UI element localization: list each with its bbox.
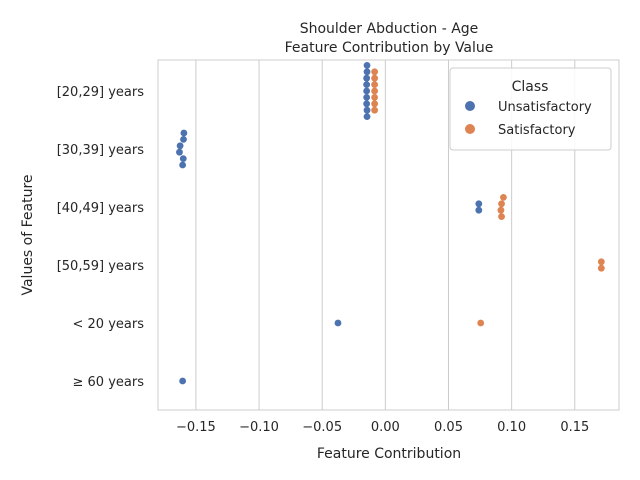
data-point-unsatisfactory	[363, 68, 371, 76]
x-tick-label: 0.10	[497, 420, 526, 435]
data-point-unsatisfactory	[363, 87, 371, 95]
data-point-satisfactory	[371, 106, 379, 114]
data-point-satisfactory	[498, 200, 505, 208]
y-tick-labels: [20,29] years [30,39] years [40,49] years […	[57, 85, 144, 390]
data-point-satisfactory	[371, 81, 379, 88]
data-point-satisfactory	[597, 264, 605, 272]
data-point-satisfactory	[371, 68, 379, 76]
data-point-unsatisfactory	[176, 148, 183, 156]
y-tick-label: [30,39] years	[57, 143, 144, 158]
data-point-unsatisfactory	[363, 94, 371, 101]
x-tick-label: −0.10	[239, 420, 279, 435]
y-tick-label: < 20 years	[73, 317, 145, 332]
x-tick-label: 0.00	[371, 420, 400, 435]
data-point-satisfactory	[371, 100, 379, 108]
x-tick-label: −0.05	[302, 420, 342, 435]
x-tick-labels: −0.15 −0.10 −0.05 0.00 0.05 0.10 0.15	[176, 420, 589, 435]
legend-label-unsatisfactory: Unsatisfactory	[498, 100, 592, 115]
data-point-satisfactory	[371, 94, 379, 101]
x-axis-label: Feature Contribution	[317, 446, 461, 462]
data-point-unsatisfactory	[179, 161, 187, 169]
data-point-satisfactory	[371, 87, 379, 95]
data-point-unsatisfactory	[179, 155, 187, 163]
legend-marker-unsatisfactory	[465, 101, 475, 111]
data-point-unsatisfactory	[180, 136, 187, 143]
data-point-unsatisfactory	[363, 100, 371, 108]
data-point-satisfactory	[497, 206, 505, 214]
data-points	[176, 62, 605, 385]
y-tick-label: ≥ 60 years	[73, 375, 145, 390]
data-point-unsatisfactory	[475, 206, 483, 214]
data-point-unsatisfactory	[363, 113, 371, 120]
y-axis-label: Values of Feature	[20, 174, 36, 295]
plot-frame	[157, 59, 620, 411]
data-point-satisfactory	[597, 258, 605, 266]
data-point-satisfactory	[477, 319, 485, 327]
x-tick-label: 0.15	[560, 420, 589, 435]
legend-title: Class	[512, 79, 549, 95]
y-tick-label: [20,29] years	[57, 85, 144, 100]
data-point-unsatisfactory	[363, 62, 371, 69]
x-tick-label: 0.05	[434, 420, 463, 435]
legend-marker-satisfactory	[465, 124, 475, 134]
data-point-satisfactory	[500, 194, 507, 201]
data-point-satisfactory	[371, 74, 379, 82]
y-tick-label: [40,49] years	[57, 201, 144, 216]
data-point-unsatisfactory	[363, 74, 371, 82]
data-point-unsatisfactory	[180, 129, 188, 137]
chart-title: Shoulder Abduction - Age	[300, 21, 479, 37]
data-point-satisfactory	[498, 213, 505, 221]
legend: Class Unsatisfactory Satisfactory	[449, 67, 612, 151]
chart-subtitle: Feature Contribution by Value	[285, 40, 494, 56]
x-tick-label: −0.15	[176, 420, 216, 435]
data-point-unsatisfactory	[176, 142, 184, 150]
data-point-unsatisfactory	[179, 377, 187, 385]
data-point-unsatisfactory	[363, 81, 371, 88]
legend-label-satisfactory: Satisfactory	[498, 123, 576, 138]
y-tick-label: [50,59] years	[57, 259, 144, 274]
legend-box	[449, 67, 612, 151]
data-point-unsatisfactory	[334, 319, 342, 327]
data-point-unsatisfactory	[363, 106, 371, 114]
data-point-unsatisfactory	[475, 200, 483, 208]
